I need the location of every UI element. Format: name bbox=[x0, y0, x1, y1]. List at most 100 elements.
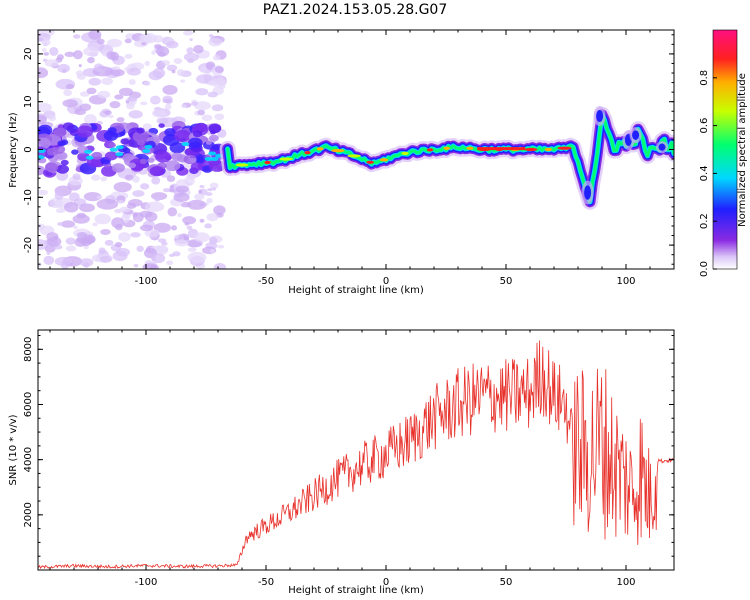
noise-blob bbox=[151, 253, 166, 264]
ridge-peak bbox=[366, 160, 374, 164]
noise-blob bbox=[64, 201, 79, 213]
noise-core-blob bbox=[122, 147, 131, 154]
noise-blob bbox=[38, 189, 48, 196]
noise-core-blob bbox=[71, 149, 79, 155]
noise-core-blob bbox=[147, 157, 155, 163]
noise-blob bbox=[151, 50, 156, 55]
noise-core-blob bbox=[164, 128, 176, 137]
noise-blob bbox=[166, 175, 176, 182]
noise-blob bbox=[88, 77, 102, 86]
noise-peak bbox=[109, 147, 118, 152]
ridge-peak bbox=[544, 147, 553, 152]
x-axis-label-top: Height of straight line (km) bbox=[288, 285, 424, 296]
noise-core-blob bbox=[91, 151, 103, 160]
noise-blob bbox=[189, 38, 193, 42]
noise-blob bbox=[209, 182, 219, 190]
noise-blob bbox=[136, 245, 144, 252]
noise-blob bbox=[124, 53, 133, 59]
noise-blob bbox=[154, 44, 162, 49]
noise-core-blob bbox=[136, 139, 145, 146]
noise-core-blob bbox=[194, 156, 205, 164]
noise-blob bbox=[173, 192, 190, 202]
noise-blob bbox=[161, 241, 168, 246]
noise-blob bbox=[118, 232, 131, 242]
y-tick-label-top: 20 bbox=[23, 48, 34, 61]
x-tick-label-bottom: 0 bbox=[383, 577, 389, 588]
noise-blob bbox=[151, 256, 156, 262]
colorbar-tick-label: 0.2 bbox=[699, 213, 710, 229]
noise-blob bbox=[199, 185, 205, 189]
noise-blob bbox=[97, 90, 111, 99]
noise-blob bbox=[38, 115, 47, 125]
noise-core-blob bbox=[53, 127, 67, 137]
chart-title: PAZ1.2024.153.05.28.G07 bbox=[263, 2, 448, 18]
noise-peak bbox=[84, 149, 93, 154]
y-tick-label-bottom: 8000 bbox=[23, 337, 34, 362]
noise-blob bbox=[154, 196, 161, 202]
noise-blob bbox=[65, 237, 76, 245]
noise-blob bbox=[100, 176, 108, 182]
x-tick-label-top: -100 bbox=[135, 276, 158, 287]
noise-blob bbox=[73, 50, 83, 60]
noise-core-blob bbox=[104, 151, 118, 161]
noise-blob bbox=[132, 190, 145, 197]
x-tick-label-top: 0 bbox=[383, 276, 389, 287]
noise-peak bbox=[115, 145, 124, 150]
noise-blob bbox=[150, 264, 159, 269]
y-tick-label-top: 0 bbox=[23, 146, 34, 152]
noise-blob bbox=[86, 87, 97, 95]
y-axis-label-top: Frequency (Hz) bbox=[8, 112, 19, 188]
noise-core-blob bbox=[111, 163, 125, 173]
colorbar-tick-label: 0.4 bbox=[699, 165, 710, 181]
colorbar-label: Normalized spectral amplitude bbox=[737, 73, 748, 227]
noise-core-blob bbox=[205, 140, 212, 145]
noise-blob bbox=[132, 212, 138, 218]
noise-blob bbox=[176, 69, 185, 77]
noise-blob bbox=[116, 248, 131, 257]
noise-blob bbox=[88, 30, 102, 40]
x-axis-label-bottom: Height of straight line (km) bbox=[288, 585, 424, 596]
noise-blob bbox=[204, 223, 212, 229]
ridge-peak bbox=[466, 146, 474, 150]
noise-core-blob bbox=[174, 129, 191, 142]
noise-blob bbox=[96, 198, 119, 210]
noise-blob bbox=[155, 62, 165, 69]
ridge-peak bbox=[316, 147, 324, 151]
noise-blob bbox=[48, 115, 57, 122]
noise-blob bbox=[141, 42, 147, 46]
noise-blob bbox=[94, 213, 112, 225]
noise-blob bbox=[63, 89, 73, 97]
noise-blob bbox=[118, 87, 134, 97]
noise-blob bbox=[187, 58, 195, 64]
ridge-peak bbox=[426, 148, 434, 152]
noise-blob bbox=[208, 34, 214, 38]
y-tick-label-top: -20 bbox=[23, 237, 34, 253]
noise-blob bbox=[206, 197, 213, 204]
noise-peak bbox=[181, 142, 190, 147]
noise-blob bbox=[44, 244, 56, 253]
noise-core-blob bbox=[139, 158, 148, 165]
noise-blob bbox=[186, 225, 193, 230]
noise-blob bbox=[180, 79, 186, 83]
noise-blob bbox=[38, 67, 49, 79]
noise-core-blob bbox=[44, 162, 59, 173]
noise-core-blob bbox=[60, 159, 69, 166]
noise-blob bbox=[170, 225, 177, 231]
noise-blob bbox=[38, 102, 52, 113]
noise-blob bbox=[166, 260, 174, 266]
noise-core-blob bbox=[38, 137, 51, 150]
noise-blob bbox=[106, 51, 117, 60]
noise-blob bbox=[208, 37, 223, 47]
noise-peak bbox=[208, 151, 217, 156]
y-tick-label-bottom: 2000 bbox=[23, 502, 34, 527]
noise-blob bbox=[60, 220, 76, 228]
noise-blob bbox=[75, 70, 84, 77]
noise-blob bbox=[187, 199, 207, 210]
noise-core-blob bbox=[128, 162, 137, 169]
noise-blob bbox=[194, 193, 205, 201]
noise-blob bbox=[139, 224, 154, 232]
noise-blob bbox=[207, 91, 218, 98]
noise-core-blob bbox=[158, 123, 165, 128]
ridge-peak bbox=[331, 149, 345, 153]
